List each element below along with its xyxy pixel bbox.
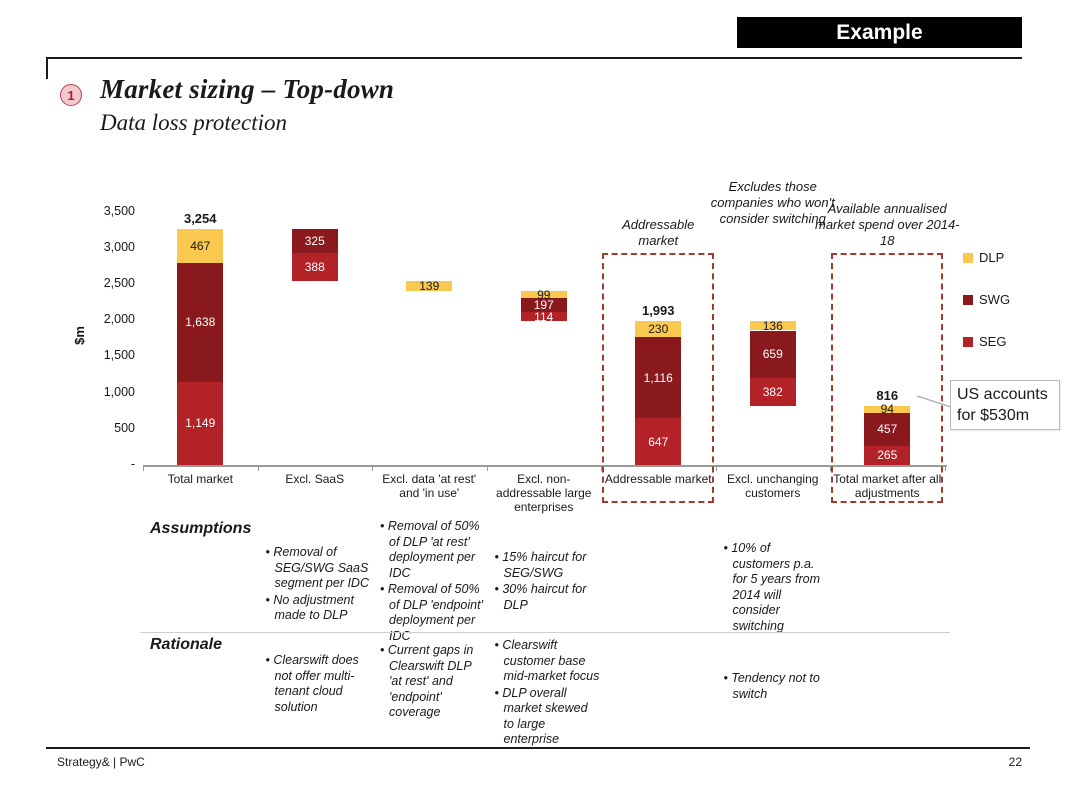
legend-label: DLP [979, 250, 1005, 265]
bar-segment-seg: 265 [864, 445, 911, 465]
header-rule [46, 57, 1022, 59]
page-number: 22 [1008, 755, 1022, 769]
y-axis-tick-label: 3,000 [103, 239, 135, 254]
bullet-item: • 15% haircut for SEG/SWG [494, 550, 587, 580]
x-axis-line [143, 465, 947, 467]
legend-swatch-icon [963, 336, 973, 347]
y-axis-tick-label: 500 [114, 420, 135, 435]
bar-segment-dlp: 467 [177, 229, 224, 264]
highlight-dashed-box [602, 253, 714, 503]
bullet-item: • Current gaps in Clearswift DLP 'at res… [380, 643, 474, 719]
assumptions-bullets: • Removal of 50% of DLP 'at rest' deploy… [380, 519, 486, 645]
page-title: Market sizing – Top-down [100, 74, 395, 104]
rationale-label: Rationale [150, 636, 223, 653]
bar-segment-dlp: 99 [520, 288, 567, 302]
bullet-item: • Tendency not to switch [723, 671, 820, 701]
assumptions-bullets: • 15% haircut for SEG/SWG • 30% haircut f… [495, 550, 601, 614]
bullet-item: • Removal of 50% of DLP 'endpoint' deplo… [380, 582, 483, 643]
legend-item-dlp: DLP [963, 250, 1004, 265]
bar-segment-seg: 647 [635, 418, 682, 465]
legend-item-swg: SWG [963, 292, 1010, 307]
bar-total-label: 1,993 [641, 302, 675, 318]
bullet-item: • DLP overall market skewed to large ent… [494, 685, 588, 747]
x-axis-category-label: Excl. unchanging customers [727, 472, 819, 500]
bullet-item: • Clearswift does not offer multi-tenant… [265, 653, 359, 714]
x-axis-tick [944, 465, 946, 471]
bar-segment-swg: 1,116 [635, 337, 682, 419]
bar-segment-swg: 325 [291, 229, 338, 253]
x-axis-category-label: Total market after all adjustments [833, 472, 942, 500]
x-axis-category-label: Total market [167, 472, 233, 486]
footer-rule [46, 747, 1030, 749]
rationale-bullets: • Current gaps in Clearswift DLP 'at res… [380, 643, 486, 722]
legend-label: SWG [979, 292, 1011, 307]
highlight-dashed-box [831, 253, 943, 503]
bar-segment-dlp: 139 [406, 279, 453, 293]
bullet-item: • Clearswift customer base mid-market fo… [494, 638, 600, 683]
y-axis-tick-label: - [130, 457, 135, 471]
y-axis-tick-label: 1,000 [103, 384, 135, 399]
bar-segment-seg: 382 [749, 378, 796, 406]
x-axis-tick [486, 465, 488, 471]
x-axis-tick [601, 465, 602, 471]
bar-segment-seg: 114 [520, 310, 567, 324]
assumptions-bullets: • Removal of SEG/SWG SaaS segment per ID… [266, 545, 372, 625]
bar-segment-seg: 388 [291, 252, 338, 281]
bar-segment-seg: 1,149 [177, 381, 224, 465]
y-axis-tick-label: 2,000 [103, 312, 135, 327]
y-axis-tick-label: 2,500 [103, 275, 135, 290]
assumptions-bullets: • 10% of customers p.a. for 5 years from… [724, 541, 830, 635]
bar-total-label: 3,254 [183, 211, 217, 227]
bar-total-label: 816 [876, 387, 899, 403]
rationale-bullets: • Clearswift customer base mid-market fo… [495, 638, 601, 749]
bar-segment-swg: 1,638 [177, 263, 224, 382]
x-axis-category-label: Addressable market [604, 472, 712, 486]
bar-segment-swg: 659 [749, 330, 796, 379]
rationale-bullets: • Clearswift does not offer multi-tenant… [266, 653, 372, 716]
x-axis-tick [830, 465, 831, 471]
legend-label: SEG [979, 334, 1007, 349]
x-axis-category-label: Excl. non-addressable large enterprises [496, 472, 592, 514]
x-axis-category-label: Excl. data 'at rest' and 'in use' [382, 472, 477, 500]
legend-swatch-icon [963, 252, 973, 263]
chart-annotation: Available annualised market spend over 2… [814, 201, 960, 248]
x-axis-tick [372, 465, 373, 471]
example-banner: Example [737, 17, 1022, 48]
us-accounts-callout: US accounts for $530m [950, 380, 1060, 430]
bullet-item: • Removal of SEG/SWG SaaS segment per ID… [265, 545, 369, 590]
page-subtitle: Data loss protection [100, 110, 287, 135]
chart-annotation: Excludes those companies who won't consi… [710, 179, 835, 226]
legend-item-seg: SEG [963, 334, 1006, 349]
y-axis-tick-label: 1,500 [103, 348, 135, 363]
x-axis-category-label: Excl. SaaS [285, 472, 345, 486]
bar-segment-swg: 457 [864, 412, 911, 446]
rationale-bullets: • Tendency not to switch [724, 671, 830, 703]
chart-annotation: Addressable market [622, 217, 695, 248]
rationale-divider [140, 632, 950, 633]
x-axis-tick [257, 465, 259, 471]
assumptions-label: Assumptions [150, 520, 252, 537]
bar-segment-dlp: 230 [635, 320, 682, 338]
x-axis-tick [715, 465, 717, 471]
header-corner-bracket [46, 57, 48, 79]
bullet-item: • No adjustment made to DLP [265, 592, 354, 623]
footer-brand: Strategy& | PwC [57, 755, 145, 769]
y-axis-tick-label: 3,500 [103, 203, 135, 218]
bar-segment-swg: 197 [520, 298, 567, 313]
section-number-badge: 1 [60, 84, 82, 106]
x-axis-tick [143, 465, 144, 471]
bullet-item: • 30% haircut for DLP [494, 582, 587, 612]
bullet-item: • Removal of 50% of DLP 'at rest' deploy… [380, 519, 480, 580]
bullet-item: • 10% of customers p.a. for 5 years from… [723, 541, 821, 633]
legend-swatch-icon [963, 294, 973, 305]
bar-segment-dlp: 136 [749, 319, 796, 333]
